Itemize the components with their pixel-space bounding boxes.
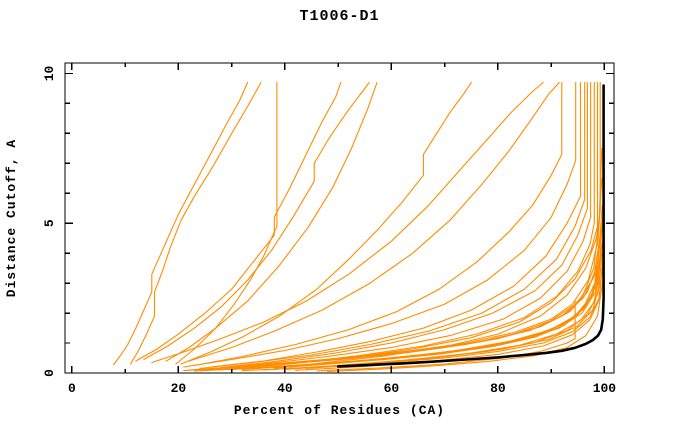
model-curve	[193, 234, 602, 372]
model-curve	[204, 216, 604, 371]
model-curve	[241, 81, 601, 370]
model-curve	[305, 279, 602, 370]
model-curve	[193, 81, 563, 367]
x-tick-label: 0	[68, 381, 76, 396]
model-curve	[241, 258, 604, 372]
y-axis-label: Distance Cutoff, A	[4, 138, 19, 298]
x-tick-label: 80	[490, 381, 506, 396]
y-tick-label: 0	[42, 369, 57, 377]
x-tick-label: 20	[171, 381, 187, 396]
reference-curve	[336, 84, 605, 368]
model-curve	[183, 147, 603, 372]
model-curve	[209, 81, 582, 368]
model-curve	[183, 81, 577, 368]
model-curve	[199, 81, 586, 370]
model-curve	[180, 81, 472, 365]
x-tick-label: 60	[384, 381, 400, 396]
model-curve	[204, 81, 592, 370]
x-tick-label: 40	[277, 381, 293, 396]
plot-frame	[64, 62, 615, 374]
y-tick-label: 10	[42, 65, 57, 81]
x-axis-label: Percent of Residues (CA)	[233, 403, 446, 418]
model-curve	[135, 81, 342, 362]
model-curve	[129, 81, 262, 365]
model-curve	[273, 243, 603, 369]
model-curve	[143, 81, 370, 361]
x-tick-label: 100	[593, 381, 617, 396]
y-tick-label: 5	[42, 219, 57, 227]
model-curve	[220, 81, 588, 369]
model-curve	[220, 222, 603, 369]
model-curve	[112, 81, 249, 366]
model-curve	[175, 81, 278, 365]
model-curve	[151, 81, 544, 364]
chart-title: T1006-D1	[299, 8, 380, 25]
model-curve	[188, 81, 560, 362]
model-curve	[209, 228, 602, 370]
model-curve	[165, 81, 378, 362]
